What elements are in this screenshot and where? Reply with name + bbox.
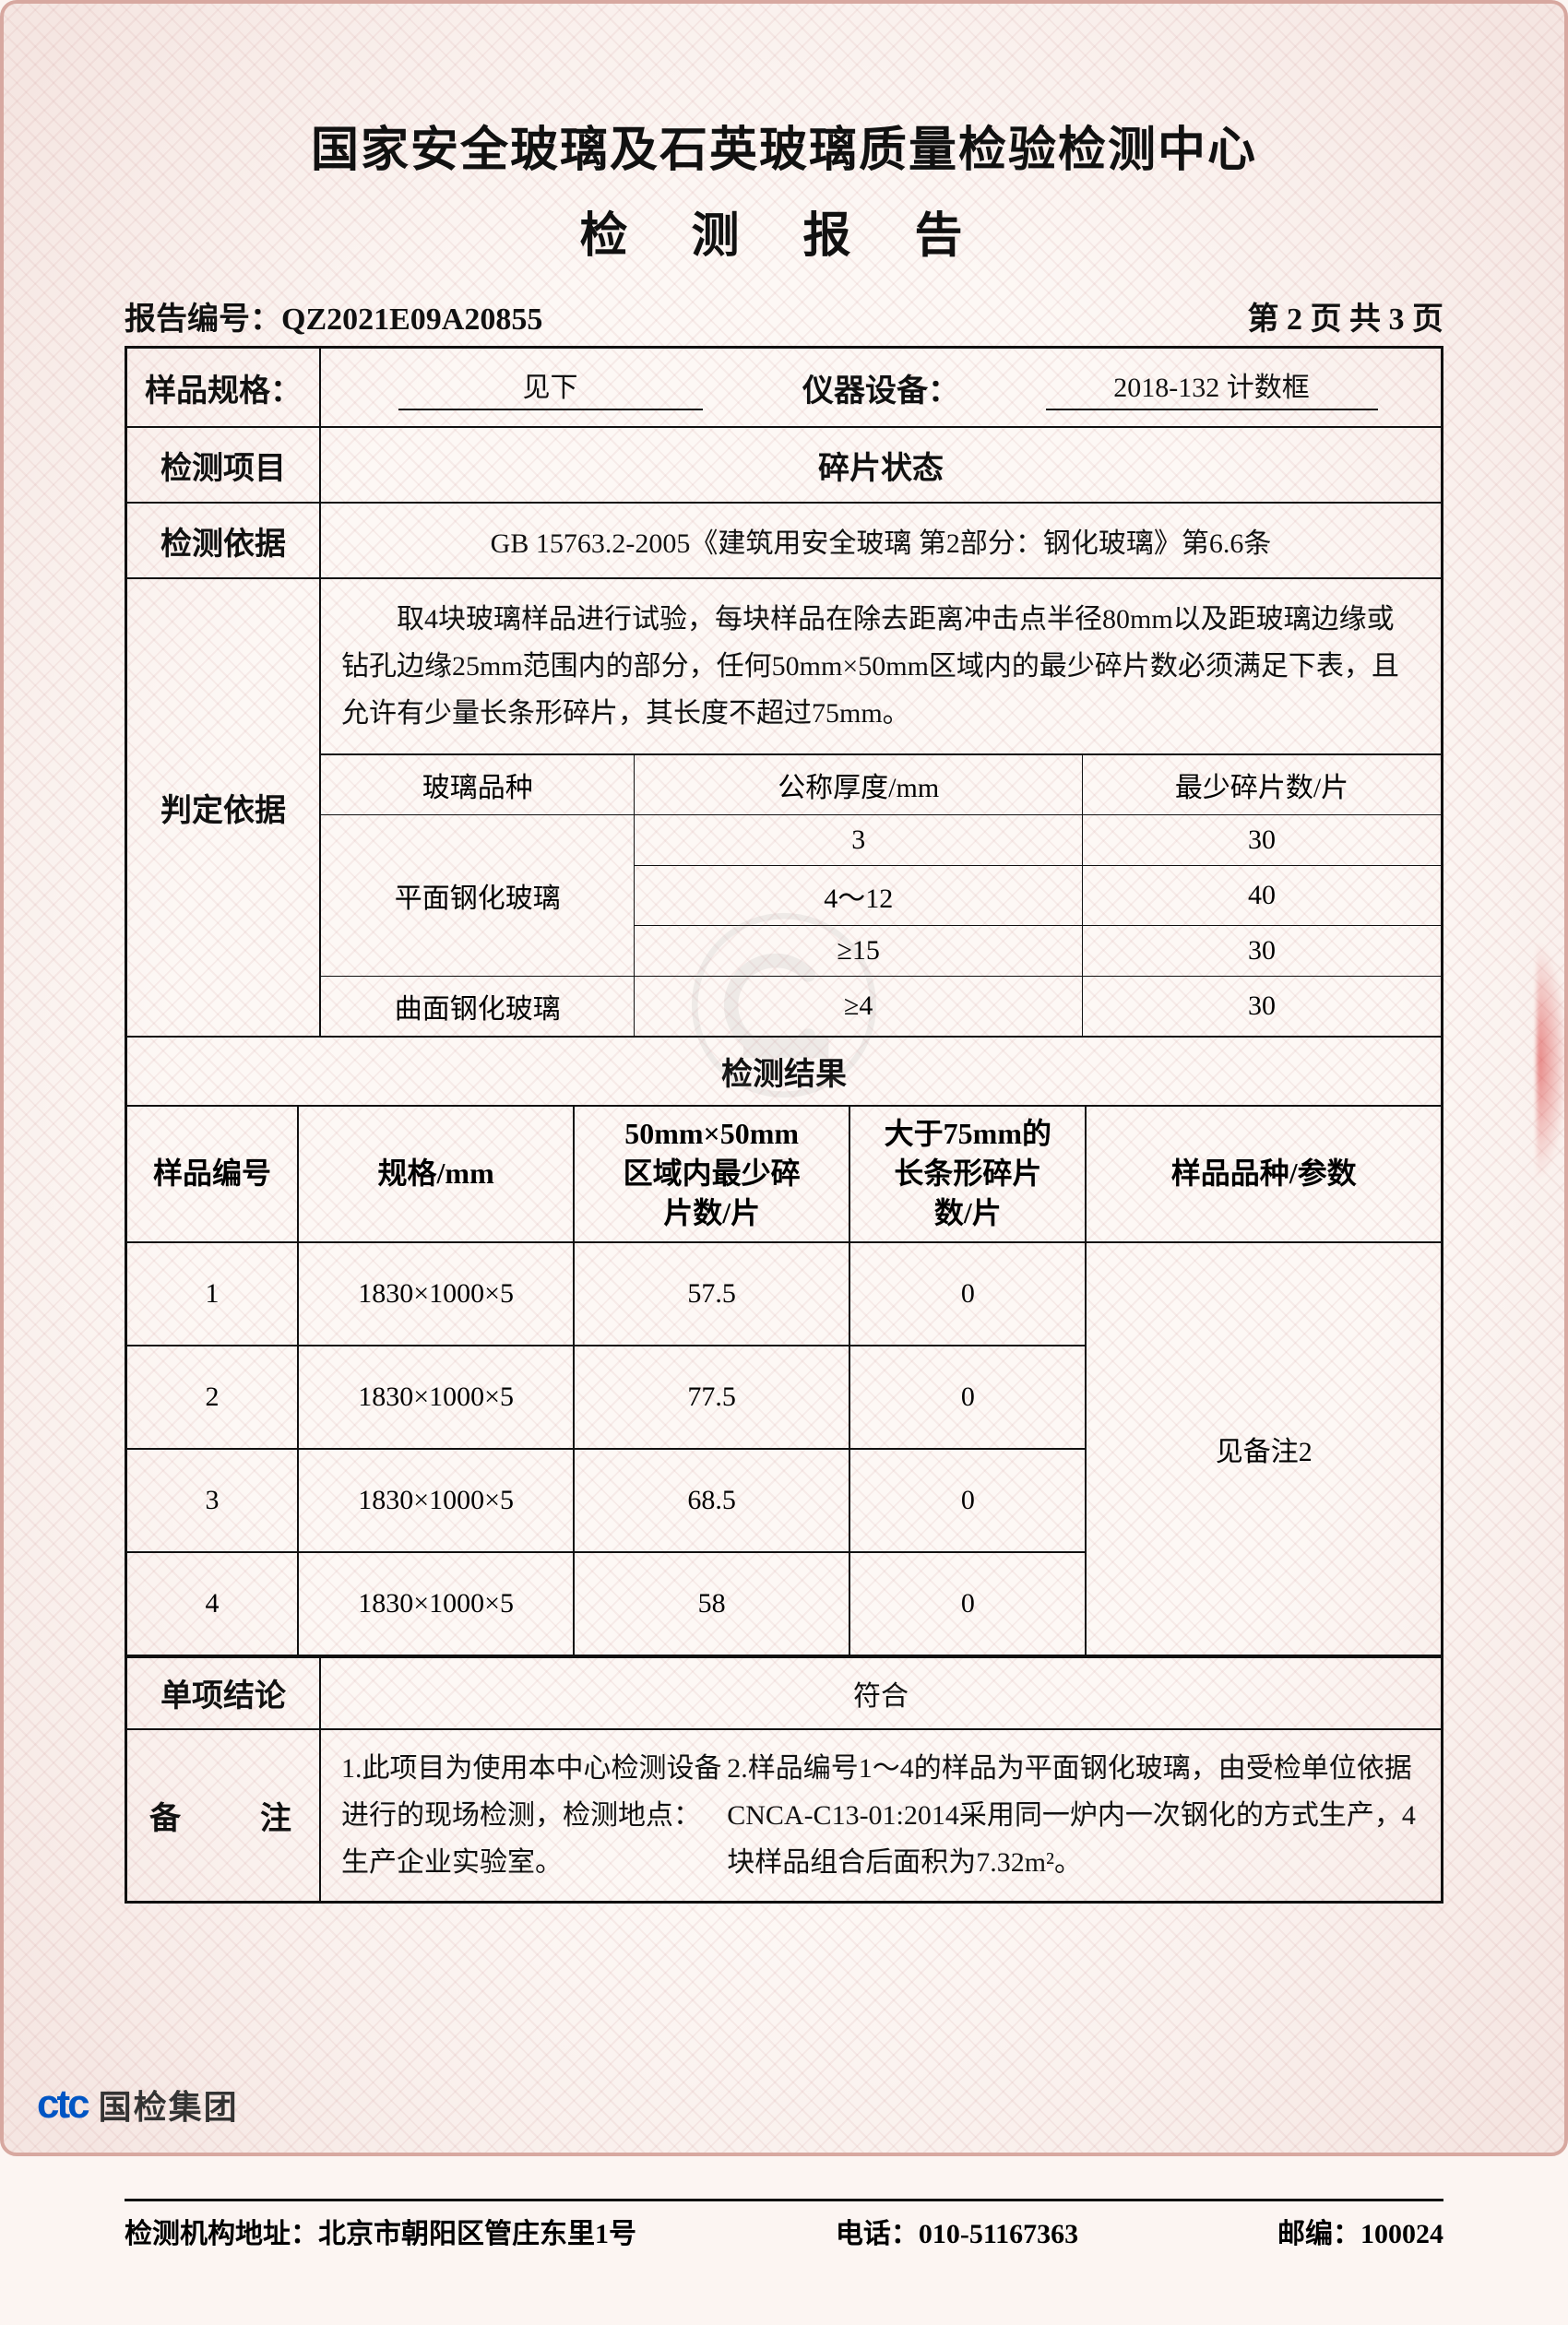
criteria-text: 取4块玻璃样品进行试验，每块样品在除去距离冲击点半径80mm以及距玻璃边缘或钻孔… [321,579,1441,755]
results-col-header: 样品编号 [127,1107,298,1242]
test-item-value: 碎片状态 [321,428,1441,502]
org-title: 国家安全玻璃及石英玻璃质量检验检测中心 [125,111,1443,180]
criteria-glass-type: 平面钢化玻璃 [321,815,635,977]
results-cell-spec: 1830×1000×5 [298,1552,574,1655]
footer-tel: 电话：010-51167363 [836,2211,1078,2251]
results-cell-no: 1 [127,1242,298,1346]
results-col-header: 50mm×50mm 区域内最少碎 片数/片 [574,1107,849,1242]
results-cell-no: 2 [127,1346,298,1449]
footer: 检测机构地址：北京市朝阳区管庄东里1号 电话：010-51167363 邮编：1… [125,2199,1443,2251]
report-body: 样品规格： 见下 仪器设备： 2018-132 计数框 检测项目 碎片状态 检测… [125,346,1443,1904]
sample-spec-value: 见下 [398,364,703,410]
criteria-col-header: 最少碎片数/片 [1083,755,1442,815]
test-item-label: 检测项目 [127,428,321,502]
brand-logo-text: ctc [37,2082,88,2128]
criteria-table: 玻璃品种公称厚度/mm最少碎片数/片平面钢化玻璃3304～1240≥1530曲面… [321,755,1441,1036]
results-cell-min50: 68.5 [574,1449,849,1552]
footer-tel-label: 电话： [836,2219,919,2249]
footer-zip: 邮编：100024 [1277,2211,1443,2251]
brand-logo: ctc 国检集团 [37,2081,239,2129]
note-line: 2.样品编号1～4的样品为平面钢化玻璃，由受检单位依据CNCA-C13-01:2… [727,1745,1420,1886]
results-cell-min50: 57.5 [574,1242,849,1346]
results-table: 样品编号规格/mm50mm×50mm 区域内最少碎 片数/片大于75mm的 长条… [127,1107,1441,1656]
criteria-label: 判定依据 [127,579,321,1036]
results-cell-no: 3 [127,1449,298,1552]
criteria-min-pieces: 30 [1083,815,1442,866]
footer-zip-label: 邮编： [1277,2219,1360,2249]
results-cell-spec: 1830×1000×5 [298,1242,574,1346]
test-basis-label: 检测依据 [127,504,321,577]
instrument-value: 2018-132 计数框 [1046,364,1378,410]
criteria-thickness: ≥15 [635,926,1083,977]
results-col-header: 规格/mm [298,1107,574,1242]
criteria-thickness: 3 [635,815,1083,866]
criteria-min-pieces: 40 [1083,866,1442,926]
footer-addr-value: 北京市朝阳区管庄东里1号 [318,2219,636,2249]
page-indicator: 第 2 页 共 3 页 [1248,293,1444,338]
instrument-label: 仪器设备： [779,349,982,426]
sample-spec-label: 样品规格： [127,349,321,426]
report-no-value: QZ2021E09A20855 [281,302,542,337]
notes-label: 备 注 [127,1730,321,1901]
results-cell-long75: 0 [849,1346,1086,1449]
criteria-thickness: 4～12 [635,866,1083,926]
criteria-min-pieces: 30 [1083,977,1442,1037]
report-no-label: 报告编号： [125,302,281,337]
results-col-header: 样品品种/参数 [1086,1107,1441,1242]
note-line: 1.此项目为使用本中心检测设备进行的现场检测，检测地点：生产企业实验室。 [341,1745,727,1886]
results-cell-no: 4 [127,1552,298,1655]
results-cell-long75: 0 [849,1449,1086,1552]
footer-zip-value: 100024 [1360,2219,1443,2249]
results-cell-min50: 77.5 [574,1346,849,1449]
results-title: 检测结果 [127,1038,1441,1105]
conclusion-label: 单项结论 [127,1658,321,1728]
notes-body: 1.此项目为使用本中心检测设备进行的现场检测，检测地点：生产企业实验室。2.样品… [321,1730,1441,1901]
results-cell-long75: 0 [849,1242,1086,1346]
footer-address: 检测机构地址：北京市朝阳区管庄东里1号 [125,2211,636,2251]
report-number: 报告编号：QZ2021E09A20855 [125,293,542,338]
results-cell-spec: 1830×1000×5 [298,1346,574,1449]
results-cell-spec: 1830×1000×5 [298,1449,574,1552]
conclusion-value: 符合 [321,1658,1441,1728]
results-cell-min50: 58 [574,1552,849,1655]
footer-tel-value: 010-51167363 [919,2219,1078,2249]
criteria-glass-type: 曲面钢化玻璃 [321,977,635,1037]
brand-cn-name: 国检集团 [99,2081,239,2129]
results-col-header: 大于75mm的 长条形碎片 数/片 [849,1107,1086,1242]
criteria-col-header: 玻璃品种 [321,755,635,815]
results-sample-param: 见备注2 [1086,1242,1441,1655]
criteria-col-header: 公称厚度/mm [635,755,1083,815]
report-title: 检 测 报 告 [125,196,1443,266]
results-cell-long75: 0 [849,1552,1086,1655]
footer-addr-label: 检测机构地址： [125,2219,318,2249]
criteria-min-pieces: 30 [1083,926,1442,977]
test-basis-value: GB 15763.2-2005《建筑用安全玻璃 第2部分：钢化玻璃》第6.6条 [321,504,1441,577]
criteria-thickness: ≥4 [635,977,1083,1037]
